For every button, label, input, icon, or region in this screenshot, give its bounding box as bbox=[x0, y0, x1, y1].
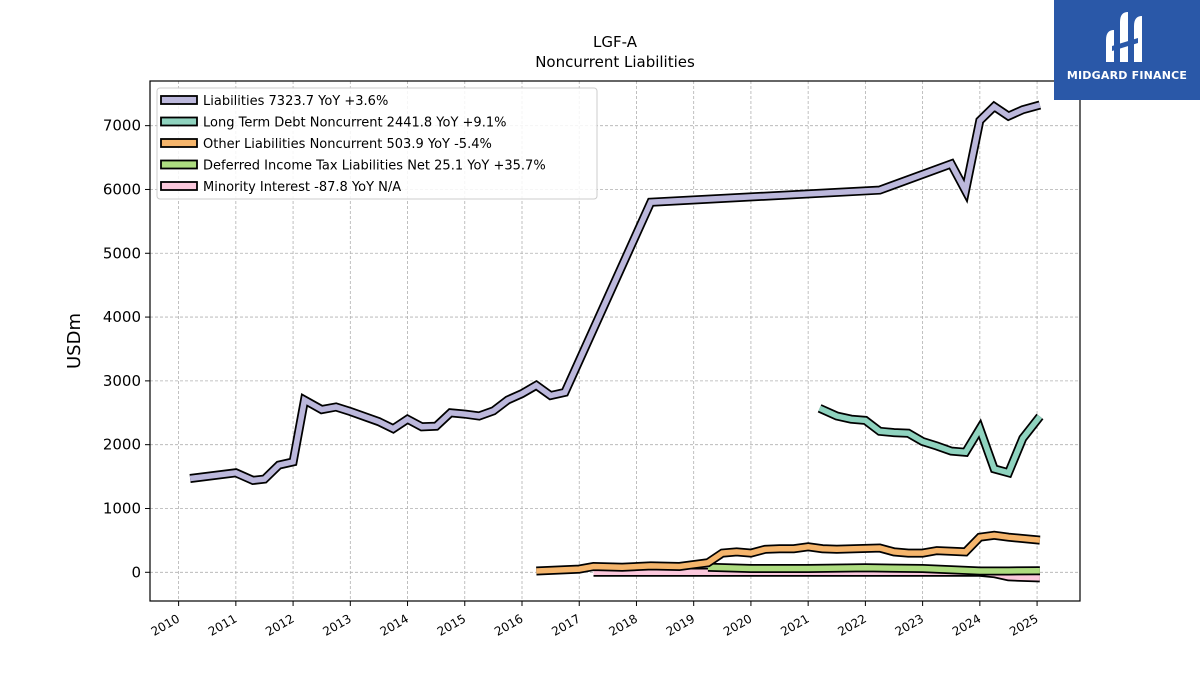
x-tick-label: 2020 bbox=[721, 611, 754, 638]
logo-text: MIDGARD FINANCE bbox=[1066, 69, 1188, 82]
legend-swatch bbox=[160, 181, 198, 191]
y-tick-label: 2000 bbox=[103, 436, 141, 454]
x-tick-label: 2025 bbox=[1007, 611, 1040, 638]
y-tick-label: 0 bbox=[131, 563, 141, 581]
x-tick-label: 2024 bbox=[950, 611, 983, 638]
plot-frame bbox=[149, 80, 1081, 602]
series-line bbox=[536, 532, 1041, 574]
x-tick-label: 2021 bbox=[778, 611, 811, 638]
legend-swatch bbox=[160, 159, 198, 170]
x-tick-label: 2012 bbox=[263, 611, 296, 638]
legend-entry: Long Term Debt Noncurrent 2441.8 YoY +9.… bbox=[203, 116, 506, 131]
legend-entry: Deferred Income Tax Liabilities Net 25.1… bbox=[203, 159, 546, 174]
y-tick-label: 1000 bbox=[103, 499, 141, 517]
x-tick-label: 2015 bbox=[435, 611, 468, 638]
series-1 bbox=[817, 404, 1044, 479]
legend-swatch bbox=[160, 95, 198, 105]
series-0 bbox=[189, 100, 1042, 486]
x-tick-label: 2010 bbox=[149, 611, 182, 638]
x-tick-label: 2019 bbox=[664, 611, 697, 638]
x-tick-label: 2014 bbox=[378, 611, 411, 638]
midgard-finance-logo: MIDGARD FINANCE bbox=[1054, 0, 1200, 100]
y-tick-label: 5000 bbox=[103, 244, 141, 262]
chart-subtitle: Noncurrent Liabilities bbox=[535, 53, 695, 71]
y-tick-label: 6000 bbox=[103, 180, 141, 198]
series-line bbox=[707, 564, 1040, 574]
x-tick-label: 2011 bbox=[206, 611, 239, 638]
legend: Liabilities 7323.7 YoY +3.6% Long Term De… bbox=[156, 87, 598, 200]
x-tick-label: 2016 bbox=[492, 611, 525, 638]
series-2 bbox=[536, 530, 1041, 576]
chart-title: LGF-A bbox=[593, 33, 638, 51]
x-tick-label: 2013 bbox=[320, 611, 353, 638]
y-axis-label: USDm bbox=[64, 313, 85, 369]
y-tick-label: 3000 bbox=[103, 372, 141, 390]
legend-entry: Other Liabilities Noncurrent 503.9 YoY -… bbox=[203, 137, 492, 152]
x-tick-label: 2023 bbox=[893, 611, 926, 638]
legend-swatch bbox=[160, 138, 198, 148]
legend-box bbox=[156, 87, 598, 200]
legend-entry: Liabilities 7323.7 YoY +3.6% bbox=[203, 94, 388, 109]
x-tick-label: 2017 bbox=[549, 611, 582, 638]
x-tick-label: 2018 bbox=[607, 611, 640, 638]
series-layer bbox=[189, 100, 1044, 583]
y-tick-label: 7000 bbox=[103, 117, 141, 135]
legend-entry: Minority Interest -87.8 YoY N/A bbox=[203, 180, 401, 195]
logo-mark-icon bbox=[1106, 12, 1142, 62]
y-tick-label: 4000 bbox=[103, 308, 141, 326]
legend-swatch bbox=[160, 116, 198, 127]
series-line bbox=[189, 102, 1041, 484]
series-line bbox=[818, 405, 1043, 477]
x-tick-label: 2022 bbox=[835, 611, 868, 638]
series-3 bbox=[707, 562, 1040, 576]
